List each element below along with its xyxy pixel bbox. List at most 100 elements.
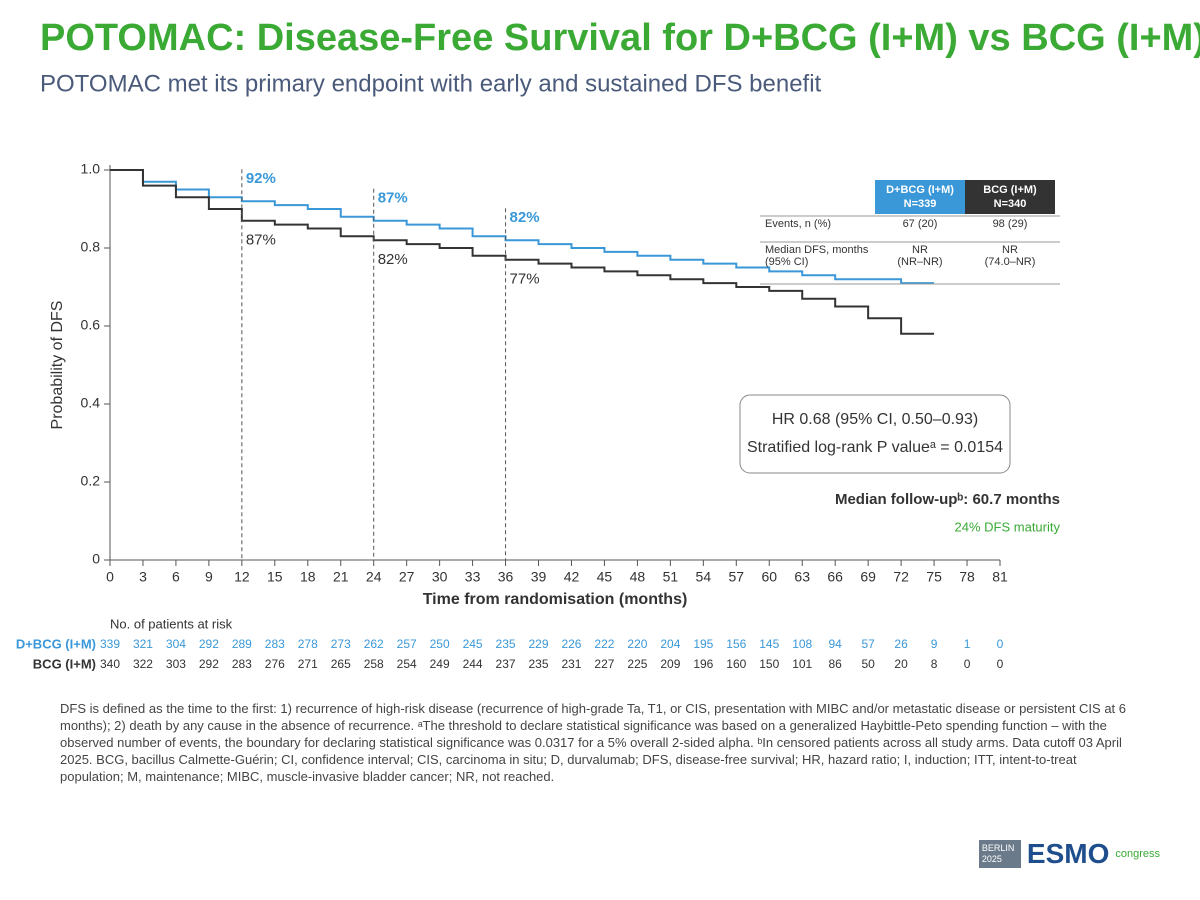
x-tick-label: 21	[333, 569, 349, 585]
maturity: 24% DFS maturity	[955, 519, 1061, 534]
y-tick-label: 1.0	[81, 161, 101, 177]
table-header: D+BCG (I+M)	[886, 184, 954, 196]
table-cell: NR	[912, 244, 928, 256]
follow-up: Median follow-upᵇ: 60.7 months	[835, 491, 1060, 508]
x-tick-label: 54	[696, 569, 712, 585]
at-risk-count: 229	[529, 637, 549, 651]
table-cell: 67 (20)	[903, 218, 938, 230]
x-tick-label: 12	[234, 569, 250, 585]
annotation: 77%	[510, 271, 540, 288]
at-risk-count: 225	[627, 657, 647, 671]
at-risk-count: 150	[759, 657, 779, 671]
at-risk-count: 26	[894, 637, 908, 651]
logo: BERLIN 2025 ESMO congress	[978, 838, 1160, 870]
logo-place: BERLIN 2025	[978, 840, 1021, 868]
x-tick-label: 42	[564, 569, 580, 585]
at-risk-count: 289	[232, 637, 252, 651]
at-risk-count: 235	[496, 637, 516, 651]
table-row-label: (95% CI)	[765, 256, 808, 268]
footnote: DFS is defined as the time to the first:…	[60, 701, 1127, 784]
hr-text: HR 0.68 (95% CI, 0.50–0.93)	[772, 411, 978, 428]
at-risk-count: 108	[792, 637, 812, 651]
at-risk-label: D+BCG (I+M)	[16, 636, 96, 651]
at-risk-count: 9	[931, 637, 938, 651]
x-tick-label: 75	[926, 569, 942, 585]
table-header-cell	[875, 180, 965, 214]
at-risk-count: 94	[829, 637, 843, 651]
x-tick-label: 0	[106, 569, 114, 585]
at-risk-count: 57	[861, 637, 875, 651]
at-risk-count: 304	[166, 637, 186, 651]
at-risk-count: 276	[265, 657, 285, 671]
table-cell: (NR–NR)	[897, 256, 942, 268]
at-risk-count: 250	[430, 637, 450, 651]
y-tick-label: 0.6	[81, 317, 101, 333]
x-tick-label: 24	[366, 569, 382, 585]
at-risk-count: 220	[627, 637, 647, 651]
x-tick-label: 57	[729, 569, 745, 585]
at-risk-count: 101	[792, 657, 812, 671]
survival-curve	[110, 169, 935, 335]
table-header-cell	[965, 180, 1055, 214]
at-risk-count: 20	[894, 657, 908, 671]
at-risk-count: 235	[529, 657, 549, 671]
subtitle: POTOMAC met its primary endpoint with ea…	[40, 70, 822, 97]
at-risk-count: 273	[331, 637, 351, 651]
at-risk-count: 86	[829, 657, 843, 671]
at-risk-count: 0	[964, 657, 971, 671]
x-tick-label: 36	[498, 569, 514, 585]
at-risk-count: 0	[997, 657, 1004, 671]
x-tick-label: 3	[139, 569, 147, 585]
logo-name: ESMO	[1026, 838, 1110, 869]
at-risk-count: 209	[660, 657, 680, 671]
at-risk-count: 271	[298, 657, 318, 671]
at-risk-count: 265	[331, 657, 351, 671]
x-tick-label: 33	[465, 569, 481, 585]
table-row-label: Median DFS, months	[765, 244, 869, 256]
at-risk-count: 226	[561, 637, 581, 651]
x-tick-label: 27	[399, 569, 415, 585]
annotation: 82%	[378, 251, 408, 268]
at-risk-title: No. of patients at risk	[110, 616, 233, 631]
at-risk-count: 245	[463, 637, 483, 651]
x-tick-label: 18	[300, 569, 316, 585]
at-risk-count: 292	[199, 637, 219, 651]
annotation: 82%	[510, 209, 540, 226]
at-risk-count: 339	[100, 637, 120, 651]
at-risk-count: 292	[199, 657, 219, 671]
at-risk-count: 204	[660, 637, 680, 651]
x-tick-label: 9	[205, 569, 213, 585]
x-tick-label: 66	[827, 569, 843, 585]
y-axis-label: Probability of DFS	[49, 301, 66, 430]
x-tick-label: 69	[860, 569, 876, 585]
table-header: N=340	[994, 198, 1027, 210]
at-risk-count: 231	[561, 657, 581, 671]
at-risk-count: 160	[726, 657, 746, 671]
table-row-label: Events, n (%)	[765, 218, 831, 230]
logo-suffix: congress	[1115, 848, 1160, 860]
table-header: BCG (I+M)	[983, 184, 1037, 196]
table-cell: NR	[1002, 244, 1018, 256]
p-value-text: Stratified log-rank P valueᵃ = 0.0154	[747, 439, 1003, 456]
hr-box	[739, 394, 1011, 474]
at-risk-count: 0	[997, 637, 1004, 651]
annotation: 87%	[246, 232, 276, 249]
y-tick-label: 0	[92, 551, 100, 567]
at-risk-count: 195	[693, 637, 713, 651]
at-risk-count: 254	[397, 657, 417, 671]
at-risk-count: 227	[594, 657, 614, 671]
y-tick-label: 0.8	[81, 239, 101, 255]
x-tick-label: 15	[267, 569, 283, 585]
x-tick-label: 39	[531, 569, 547, 585]
x-tick-label: 81	[992, 569, 1008, 585]
at-risk-count: 303	[166, 657, 186, 671]
y-tick-label: 0.4	[81, 395, 101, 411]
at-risk-count: 258	[364, 657, 384, 671]
at-risk-count: 244	[463, 657, 483, 671]
x-tick-label: 63	[794, 569, 810, 585]
annotation: 92%	[246, 170, 276, 187]
at-risk-count: 321	[133, 637, 153, 651]
at-risk-count: 340	[100, 657, 120, 671]
at-risk-count: 249	[430, 657, 450, 671]
